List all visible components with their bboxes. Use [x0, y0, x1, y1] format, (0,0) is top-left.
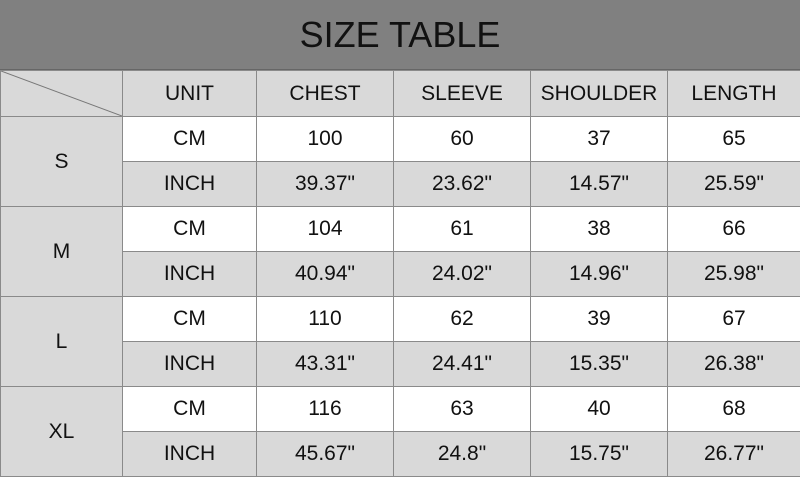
- chest-cell: 100: [257, 117, 394, 162]
- corner-cell: [1, 71, 123, 117]
- size-label: XL: [1, 387, 123, 477]
- unit-cell: CM: [123, 207, 257, 252]
- unit-cell: CM: [123, 387, 257, 432]
- unit-cell: INCH: [123, 342, 257, 387]
- header-length: LENGTH: [668, 71, 800, 117]
- length-cell: 26.38": [668, 342, 800, 387]
- length-cell: 25.98": [668, 252, 800, 297]
- header-shoulder: SHOULDER: [531, 71, 668, 117]
- sleeve-cell: 23.62": [394, 162, 531, 207]
- unit-cell: INCH: [123, 162, 257, 207]
- chest-cell: 43.31": [257, 342, 394, 387]
- header-row: UNIT CHEST SLEEVE SHOULDER LENGTH: [1, 71, 800, 117]
- sleeve-cell: 24.41": [394, 342, 531, 387]
- length-cell: 68: [668, 387, 800, 432]
- chest-cell: 104: [257, 207, 394, 252]
- size-label: S: [1, 117, 123, 207]
- shoulder-cell: 40: [531, 387, 668, 432]
- unit-cell: INCH: [123, 252, 257, 297]
- unit-cell: CM: [123, 297, 257, 342]
- sleeve-cell: 60: [394, 117, 531, 162]
- shoulder-cell: 37: [531, 117, 668, 162]
- header-unit: UNIT: [123, 71, 257, 117]
- header-sleeve: SLEEVE: [394, 71, 531, 117]
- chest-cell: 40.94": [257, 252, 394, 297]
- length-cell: 66: [668, 207, 800, 252]
- length-cell: 25.59": [668, 162, 800, 207]
- chest-cell: 110: [257, 297, 394, 342]
- page-title: SIZE TABLE: [0, 0, 800, 70]
- shoulder-cell: 15.35": [531, 342, 668, 387]
- chest-cell: 39.37": [257, 162, 394, 207]
- size-label: L: [1, 297, 123, 387]
- sleeve-cell: 62: [394, 297, 531, 342]
- size-label: M: [1, 207, 123, 297]
- shoulder-cell: 14.96": [531, 252, 668, 297]
- sleeve-cell: 61: [394, 207, 531, 252]
- chest-cell: 116: [257, 387, 394, 432]
- length-cell: 65: [668, 117, 800, 162]
- shoulder-cell: 39: [531, 297, 668, 342]
- sleeve-cell: 24.02": [394, 252, 531, 297]
- length-cell: 67: [668, 297, 800, 342]
- header-chest: CHEST: [257, 71, 394, 117]
- shoulder-cell: 38: [531, 207, 668, 252]
- shoulder-cell: 14.57": [531, 162, 668, 207]
- sleeve-cell: 63: [394, 387, 531, 432]
- unit-cell: CM: [123, 117, 257, 162]
